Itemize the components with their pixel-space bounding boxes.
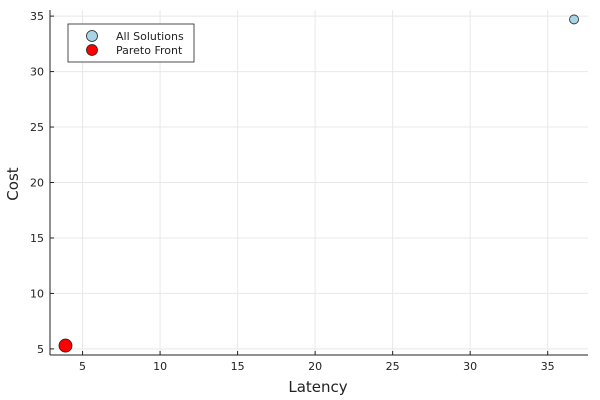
x-tick-label-20: 20 [308, 360, 322, 373]
legend-box [67, 23, 195, 63]
point-all-solutions-0 [569, 14, 579, 25]
x-tick-label-10: 10 [153, 360, 167, 373]
y-tick-label-10: 10 [30, 287, 44, 300]
y-tick-label-15: 15 [30, 232, 44, 245]
legend-marker-all-solutions [86, 30, 98, 42]
legend: All Solutions Pareto Front [67, 23, 195, 63]
x-tick-label-35: 35 [541, 360, 555, 373]
x-tick-label-5: 5 [79, 360, 86, 373]
x-tick-label-25: 25 [386, 360, 400, 373]
x-axis-title: Latency [288, 378, 347, 396]
y-axis-title: Cost [4, 167, 22, 200]
y-tick-label-5: 5 [37, 343, 44, 356]
legend-label-all-solutions: All Solutions [116, 30, 184, 43]
legend-label-pareto-front: Pareto Front [116, 44, 183, 57]
ticks: 5 10 15 20 25 30 35 5 10 15 20 25 30 35 [30, 10, 555, 373]
y-tick-label-30: 30 [30, 66, 44, 79]
y-tick-label-35: 35 [30, 10, 44, 23]
y-tick-label-25: 25 [30, 121, 44, 134]
grid [50, 10, 588, 355]
x-tick-label-15: 15 [231, 360, 245, 373]
point-pareto-front-0 [58, 338, 73, 353]
data-points [58, 14, 579, 353]
y-tick-label-20: 20 [30, 177, 44, 190]
x-tick-label-30: 30 [463, 360, 477, 373]
legend-marker-pareto-front [86, 44, 98, 56]
